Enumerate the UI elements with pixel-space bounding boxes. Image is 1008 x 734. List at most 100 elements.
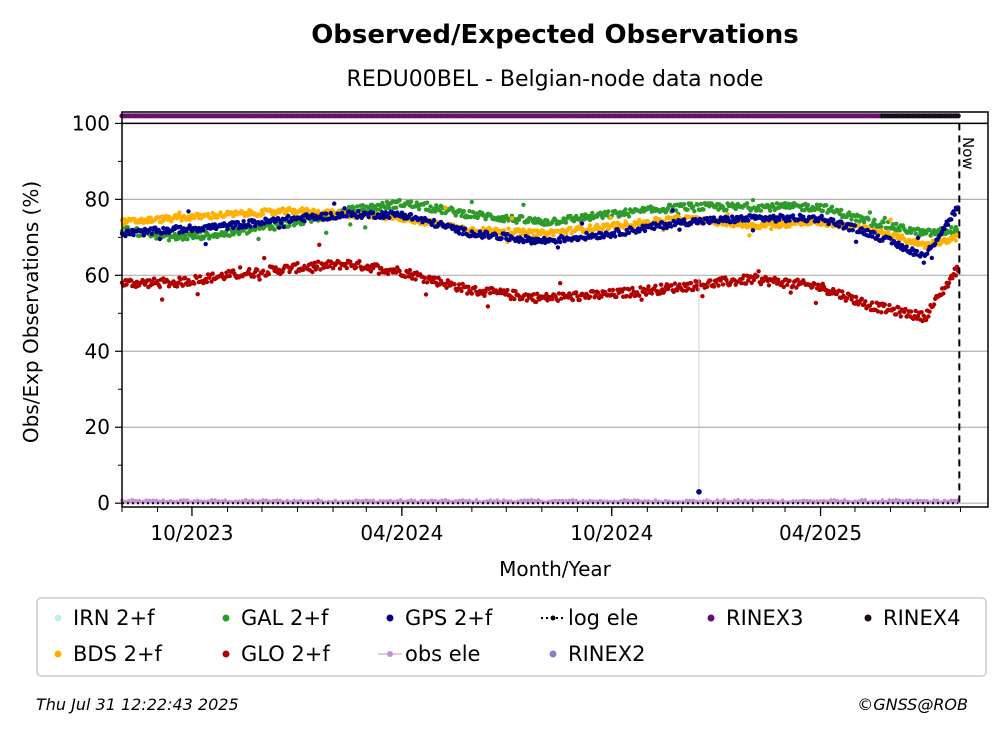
glo-point: [649, 291, 655, 296]
gps-point: [332, 201, 337, 206]
glo-point: [638, 285, 643, 290]
gps-point: [676, 218, 681, 223]
glo-point: [343, 261, 348, 267]
gal-point: [272, 227, 277, 232]
obs-ele-point: [409, 498, 413, 502]
obs-ele-point: [412, 498, 417, 503]
gal-point: [428, 204, 433, 209]
glo-point: [513, 289, 518, 294]
obs-ele-point: [147, 498, 152, 503]
glo-point: [946, 280, 952, 286]
glo-point: [488, 291, 493, 296]
glo-point: [812, 281, 817, 287]
glo-point: [295, 261, 300, 266]
glo-point: [941, 291, 946, 296]
gps-point: [505, 232, 510, 237]
gal-point: [685, 207, 690, 212]
glo-point: [923, 317, 929, 323]
gal-point: [774, 201, 780, 206]
gps-point: [125, 228, 130, 233]
gps-point: [696, 489, 702, 495]
glo-point: [397, 268, 402, 274]
gal-point: [202, 234, 207, 239]
gps-point: [677, 227, 682, 232]
obs-ele-point: [643, 499, 647, 503]
glo-point: [180, 283, 185, 288]
obs-ele-point: [839, 499, 843, 503]
gps-point: [669, 224, 674, 229]
obs-ele-point: [312, 499, 317, 503]
gps-point: [929, 255, 934, 261]
gal-point: [363, 225, 368, 230]
obs-ele-point: [299, 498, 303, 503]
gal-point: [853, 218, 859, 223]
gps-point: [584, 230, 589, 236]
glo-point: [677, 282, 682, 287]
gps-point: [328, 211, 333, 216]
glo-point: [459, 288, 464, 294]
glo-point: [875, 309, 881, 314]
obs-ele-point: [123, 499, 128, 504]
gps-point: [527, 235, 532, 240]
legend-marker-gal: [222, 614, 230, 622]
x-tick-label: 10/2023: [150, 521, 233, 545]
glo-point: [840, 289, 845, 294]
obs-ele-point: [257, 499, 262, 503]
obs-ele-point: [216, 499, 221, 503]
gal-point: [699, 201, 704, 207]
glo-point: [756, 269, 761, 274]
glo-point: [134, 279, 140, 284]
obs-ele-point: [829, 498, 833, 502]
glo-point: [176, 280, 181, 285]
glo-point: [197, 274, 203, 279]
glo-point: [124, 282, 129, 287]
gps-point: [302, 218, 307, 224]
glo-point: [574, 290, 579, 295]
glo-point: [237, 265, 243, 270]
gps-point: [836, 224, 842, 229]
gal-point: [824, 203, 829, 208]
gal-point: [424, 200, 430, 205]
gal-point: [767, 208, 773, 213]
obs-ele-point: [195, 498, 200, 503]
glo-point: [686, 286, 691, 291]
gps-point: [952, 212, 957, 217]
obs-ele-point: [708, 499, 713, 504]
glo-point: [788, 290, 793, 295]
obs-ele-point: [753, 499, 757, 504]
glo-point: [882, 302, 887, 307]
legend-label: GAL 2+f: [241, 606, 329, 630]
obs-ele-point: [718, 499, 723, 504]
glo-point: [887, 302, 892, 308]
obs-ele-point: [887, 498, 892, 502]
obs-ele-point: [264, 498, 269, 502]
gal-point: [397, 197, 402, 203]
gal-point: [501, 219, 507, 224]
glo-point: [688, 280, 694, 286]
glo-point: [675, 288, 680, 293]
gps-point: [875, 233, 881, 238]
obs-ele-point: [798, 499, 802, 504]
footer-copyright: ©GNSS@ROB: [857, 695, 968, 714]
x-tick-label: 04/2024: [360, 521, 443, 545]
obs-ele-point: [756, 499, 761, 503]
obs-ele-point: [701, 499, 706, 503]
obs-ele-point: [901, 499, 905, 503]
gal-point: [927, 227, 932, 233]
obs-ele-point: [295, 499, 300, 503]
gal-point: [583, 212, 588, 217]
gal-point: [913, 231, 918, 236]
glo-point: [879, 310, 884, 315]
glo-point: [867, 303, 873, 308]
obs-ele-point: [309, 499, 314, 503]
obs-ele-point: [316, 498, 320, 502]
obs-ele-point: [219, 499, 224, 503]
obs-ele-point: [206, 499, 210, 504]
bds-point: [122, 217, 127, 222]
obs-ele-point: [570, 498, 575, 502]
glo-point: [469, 291, 474, 296]
obs-ele-point: [663, 498, 668, 503]
legend-marker-rinex2: [549, 650, 557, 658]
glo-point: [485, 304, 491, 309]
glo-point: [693, 279, 698, 284]
